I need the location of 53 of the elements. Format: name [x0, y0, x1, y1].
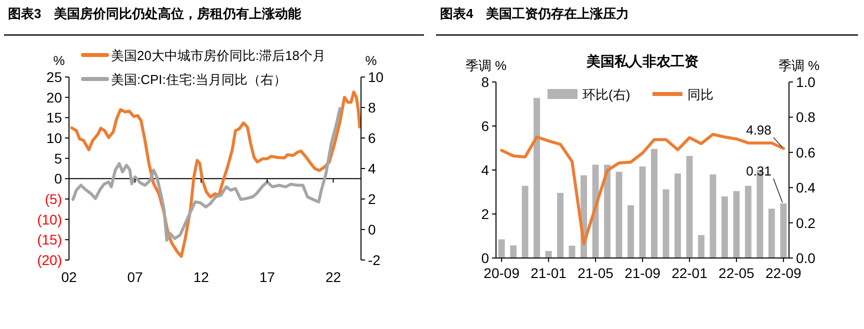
legend-label: 美国:CPI:住宅:当月同比（右）	[111, 72, 287, 87]
y-tick-label: 15	[46, 110, 62, 126]
x-tick-label: 21-01	[530, 265, 567, 281]
y-axis-title: %	[53, 53, 66, 68]
y2-tick-label: 4	[368, 160, 376, 176]
y-tick-label: 25	[46, 69, 62, 85]
y2-tick-label: 0.0	[796, 250, 816, 266]
legend-label: 环比(右)	[582, 87, 630, 102]
legend-label: 同比	[688, 87, 714, 102]
y2-tick-label: 0.4	[796, 180, 816, 196]
x-tick-label: 22	[325, 269, 342, 285]
chart-title: 图表4 美国工资仍存在上涨压力	[440, 6, 630, 21]
y2-tick-label: 0	[368, 222, 376, 238]
y2-tick-label: 1.0	[796, 74, 816, 90]
x-tick-label: 02	[61, 269, 77, 285]
y2-tick-label: 0.2	[796, 214, 816, 231]
x-tick-label: 22-01	[672, 265, 708, 281]
y2-axis-title: %	[365, 53, 378, 68]
x-tick-label: 22-05	[718, 265, 755, 281]
y-tick-label: 20	[46, 89, 62, 106]
x-tick-label: 22-09	[766, 265, 802, 281]
chart-title: 图表3 美国房价同比仍处高位，房租仍有上涨动能	[8, 6, 302, 21]
y2-tick-label: 10	[368, 69, 384, 85]
y2-tick-label: 2	[368, 191, 376, 207]
y-tick-label: 5	[54, 150, 62, 166]
y-tick-label: 2	[481, 206, 490, 222]
y2-tick-label: -2	[368, 252, 381, 268]
y2-tick-label: 8	[368, 100, 376, 116]
y-tick-label: (10)	[37, 211, 62, 228]
y-tick-label: (5)	[44, 191, 62, 207]
y2-axis-title: 季调 %	[778, 58, 820, 73]
y-tick-label: (15)	[37, 232, 62, 248]
chart-subtitle: 美国私人非农工资	[586, 53, 698, 69]
y-axis-title: 季调 %	[465, 58, 508, 73]
x-tick-label: 21-05	[578, 265, 614, 281]
y-tick-label: 10	[46, 130, 62, 146]
y-tick-label: 4	[481, 162, 490, 178]
x-tick-label: 12	[193, 269, 210, 285]
y-tick-label: 0	[54, 170, 62, 187]
x-tick-label: 07	[127, 269, 144, 285]
legend-label: 美国20大中城市房价同比:滞后18个月	[111, 48, 326, 63]
y-tick-label: 8	[481, 74, 490, 90]
x-tick-label: 17	[259, 269, 276, 285]
data-label: 4.98	[746, 122, 772, 138]
y2-tick-label: 0.6	[796, 144, 816, 160]
y-tick-label: 0	[481, 250, 490, 266]
y2-tick-label: 0.8	[796, 109, 816, 126]
x-tick-label: 21-09	[624, 265, 661, 281]
data-label: 0.31	[746, 163, 772, 178]
y-tick-label: (20)	[37, 252, 62, 268]
x-tick-label: 20-09	[484, 265, 520, 281]
y2-tick-label: 6	[368, 130, 376, 146]
y-tick-label: 6	[481, 118, 490, 134]
